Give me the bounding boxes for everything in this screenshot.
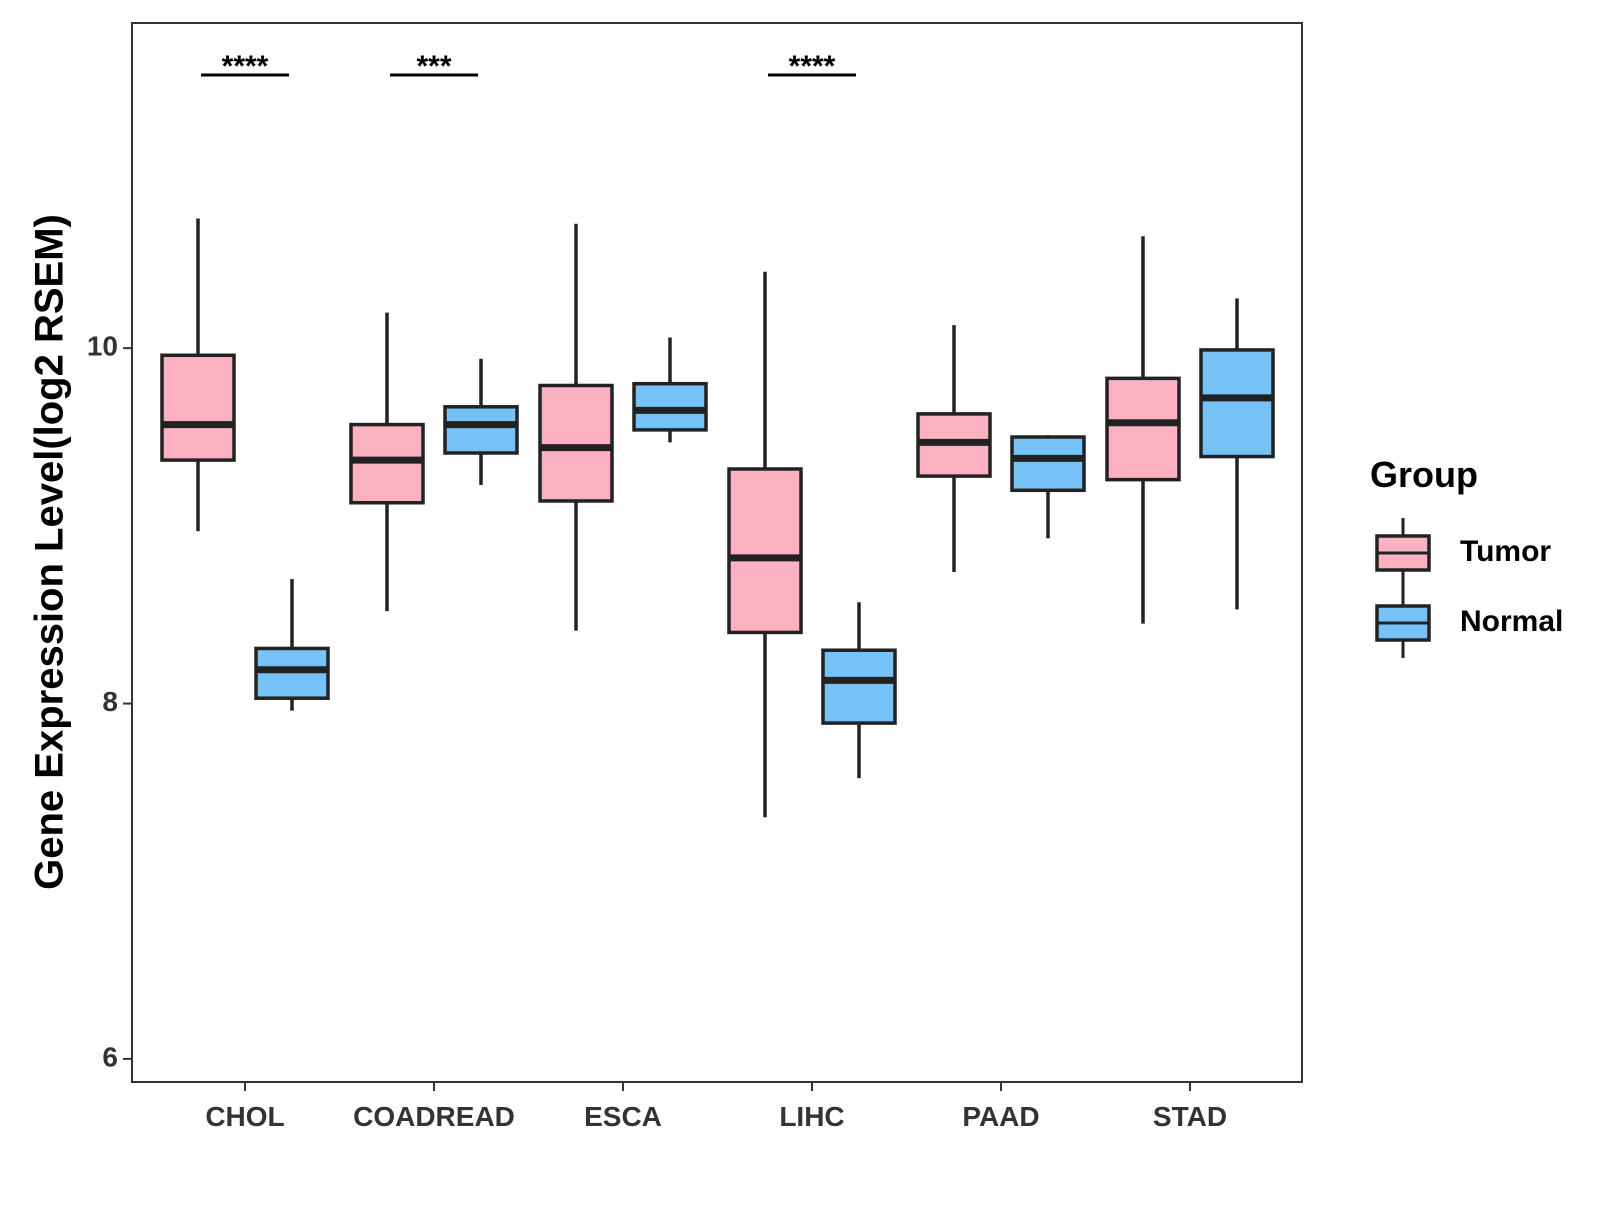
- box-body: [821, 648, 897, 725]
- x-tick-label: PAAD: [962, 1101, 1039, 1132]
- plot-area: **** *** ****: [160, 50, 1275, 818]
- box-normal-coadread: [443, 358, 519, 485]
- x-tick-label: ESCA: [584, 1101, 662, 1132]
- box-body: [632, 381, 708, 432]
- legend-title: Group: [1370, 454, 1478, 495]
- legend-item-tumor: Tumor: [1375, 518, 1551, 588]
- box-normal-chol: [254, 579, 330, 711]
- box-body: [349, 422, 425, 505]
- y-tick-label: 10: [87, 331, 118, 362]
- box-tumor-stad: [1105, 236, 1181, 624]
- box-body: [727, 467, 803, 635]
- significance-label: ****: [222, 50, 269, 83]
- box-body: [1199, 348, 1275, 459]
- x-tick-label: LIHC: [779, 1101, 844, 1132]
- y-axis-label: Gene Expression Level(log2 RSEM): [28, 214, 72, 890]
- box-body: [254, 646, 330, 700]
- box-tumor-esca: [538, 223, 614, 631]
- box-body: [443, 405, 519, 455]
- box-tumor-chol: [160, 218, 236, 532]
- x-tick-label: STAD: [1153, 1101, 1227, 1132]
- legend-label: Normal: [1460, 605, 1563, 638]
- box-normal-paad: [1010, 435, 1086, 539]
- y-tick-label: 8: [102, 686, 118, 717]
- box-body: [160, 353, 236, 462]
- box-tumor-paad: [916, 325, 992, 573]
- significance-label: ****: [789, 50, 836, 83]
- x-tick-label: CHOL: [205, 1101, 284, 1132]
- box-body: [538, 383, 614, 503]
- box-tumor-coadread: [349, 312, 425, 612]
- box-normal-lihc: [821, 602, 897, 779]
- legend-label: Tumor: [1460, 535, 1551, 568]
- legend-item-normal: Normal: [1375, 588, 1563, 658]
- box-body: [1105, 376, 1181, 482]
- x-axis: CHOL COADREAD ESCA LIHC PAAD STAD: [205, 1082, 1227, 1132]
- x-tick-label: COADREAD: [353, 1101, 515, 1132]
- box-normal-stad: [1199, 298, 1275, 610]
- y-axis: 6 8 10: [87, 331, 132, 1072]
- box-normal-esca: [632, 337, 708, 443]
- box-body: [1010, 435, 1086, 493]
- significance-annotation: ***: [390, 50, 478, 83]
- plot-panel-border: [131, 22, 1303, 1083]
- y-tick-label: 6: [102, 1041, 118, 1072]
- significance-annotation: ****: [768, 50, 856, 83]
- significance-label: ***: [416, 50, 451, 83]
- box-tumor-lihc: [727, 271, 803, 818]
- significance-annotation: ****: [201, 50, 289, 83]
- legend: Group Tumor Normal: [1370, 454, 1563, 658]
